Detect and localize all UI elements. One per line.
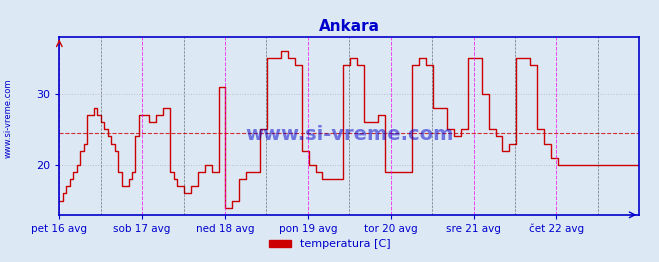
Title: Ankara: Ankara — [319, 19, 380, 34]
Legend: temperatura [C]: temperatura [C] — [264, 235, 395, 254]
Text: www.si-vreme.com: www.si-vreme.com — [3, 78, 13, 158]
Text: www.si-vreme.com: www.si-vreme.com — [245, 125, 453, 144]
